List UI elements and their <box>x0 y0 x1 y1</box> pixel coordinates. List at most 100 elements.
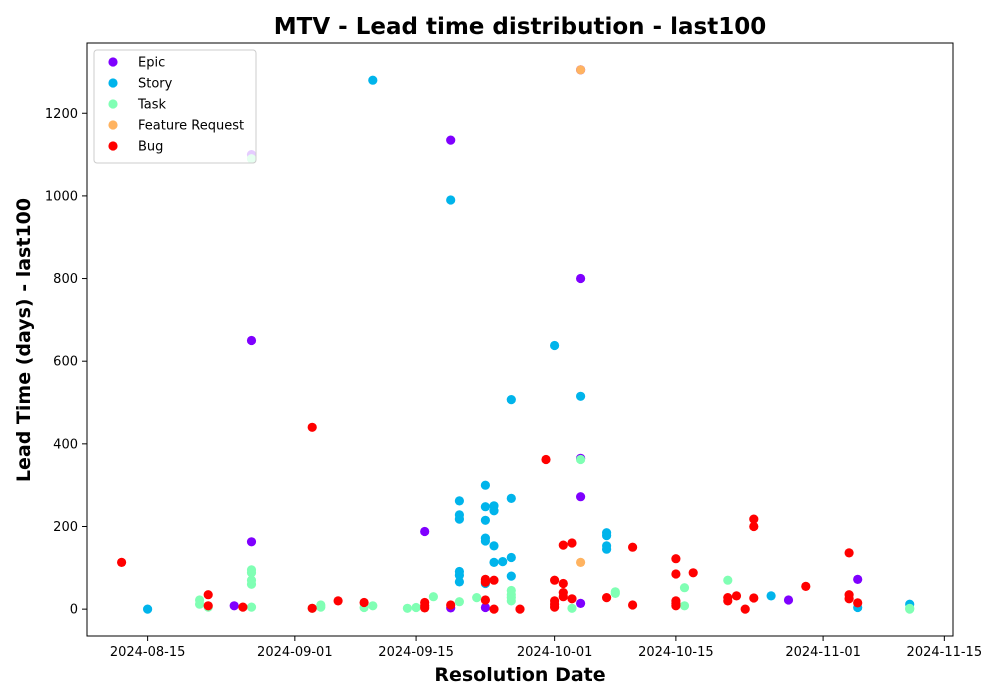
data-point <box>541 454 551 465</box>
data-point <box>498 557 508 567</box>
data-point <box>246 579 257 589</box>
legend-box <box>93 49 257 164</box>
plot-frame <box>86 42 954 637</box>
data-point <box>576 598 586 609</box>
data-point <box>567 594 577 604</box>
data-point <box>844 594 854 604</box>
x-axis-label: Resolution Date <box>434 664 605 686</box>
data-point <box>679 601 690 611</box>
data-point <box>550 340 560 351</box>
data-point <box>515 604 525 614</box>
chart-title: MTV - Lead time distribution - last100 <box>274 14 766 40</box>
data-point <box>905 603 915 613</box>
data-point <box>246 335 257 346</box>
data-point <box>446 135 456 145</box>
data-point <box>628 542 638 552</box>
data-point <box>576 273 586 284</box>
x-tick-label: 2024-09-01 <box>257 645 333 660</box>
data-point <box>602 593 612 603</box>
data-point <box>246 568 257 578</box>
data-point <box>844 548 854 558</box>
data-point <box>454 496 464 506</box>
legend-label: Epic <box>138 56 165 71</box>
data-point <box>480 577 490 587</box>
data-point <box>576 557 586 568</box>
data-point <box>783 595 794 605</box>
data-point <box>853 574 863 585</box>
data-point <box>550 575 560 585</box>
data-point <box>567 603 577 613</box>
data-point <box>558 578 568 589</box>
legend-marker <box>108 120 118 130</box>
data-point <box>489 575 499 585</box>
data-point <box>723 575 733 585</box>
series-feature-request <box>576 65 586 568</box>
data-point <box>316 600 326 610</box>
data-point <box>195 599 205 609</box>
data-point <box>506 493 516 503</box>
data-point <box>550 602 560 612</box>
data-point <box>506 596 516 606</box>
data-point <box>506 552 516 563</box>
data-point <box>749 593 759 603</box>
data-point <box>117 557 127 568</box>
plot-area <box>117 65 915 614</box>
data-point <box>246 537 257 547</box>
y-tick-label: 800 <box>53 272 78 287</box>
x-tick-label: 2024-11-01 <box>785 645 861 660</box>
data-point <box>446 600 456 610</box>
data-point <box>671 601 681 611</box>
legend: Epic Story Task Feature Request Bug <box>93 49 257 164</box>
data-point <box>480 515 490 525</box>
data-point <box>420 526 430 537</box>
data-point <box>671 554 681 564</box>
series-story <box>143 75 915 614</box>
data-point <box>428 592 438 602</box>
data-point <box>480 502 490 512</box>
y-axis: 0 200 400 600 800 1000 1200 <box>45 107 87 618</box>
data-point <box>610 588 620 599</box>
legend-label: Task <box>137 98 167 113</box>
data-point <box>411 602 421 613</box>
data-point <box>203 590 213 600</box>
data-point <box>576 391 586 401</box>
data-point <box>480 595 490 605</box>
data-point <box>203 601 213 611</box>
data-point <box>402 603 412 613</box>
data-point <box>576 454 586 465</box>
data-point <box>359 597 369 608</box>
legend-label: Story <box>138 77 173 92</box>
y-axis-label: Lead Time (days) - last100 <box>13 198 35 482</box>
data-point <box>143 604 153 614</box>
data-point <box>671 569 681 579</box>
data-point <box>558 540 568 550</box>
series-bug <box>117 422 863 614</box>
data-point <box>853 598 863 608</box>
data-point <box>480 536 490 546</box>
x-tick-label: 2024-08-15 <box>110 645 186 660</box>
data-point <box>368 75 378 85</box>
data-point <box>602 531 612 541</box>
data-point <box>740 604 750 614</box>
data-point <box>238 602 248 612</box>
y-tick-label: 0 <box>70 603 78 618</box>
data-point <box>749 521 759 532</box>
data-point <box>489 557 499 568</box>
x-tick-label: 2024-10-01 <box>517 645 593 660</box>
data-point <box>333 596 343 606</box>
data-point <box>749 514 759 524</box>
data-point <box>688 568 698 578</box>
data-point <box>602 544 612 554</box>
legend-label: Bug <box>138 140 163 155</box>
data-point <box>489 604 499 614</box>
y-tick-label: 1200 <box>45 107 78 122</box>
data-point <box>576 492 586 502</box>
data-point <box>454 514 464 524</box>
data-point <box>229 601 239 611</box>
data-point <box>576 65 586 75</box>
series-task <box>195 154 915 614</box>
data-point <box>679 583 690 593</box>
x-tick-label: 2024-10-15 <box>638 645 714 660</box>
data-point <box>472 593 482 603</box>
y-tick-label: 200 <box>53 520 78 535</box>
